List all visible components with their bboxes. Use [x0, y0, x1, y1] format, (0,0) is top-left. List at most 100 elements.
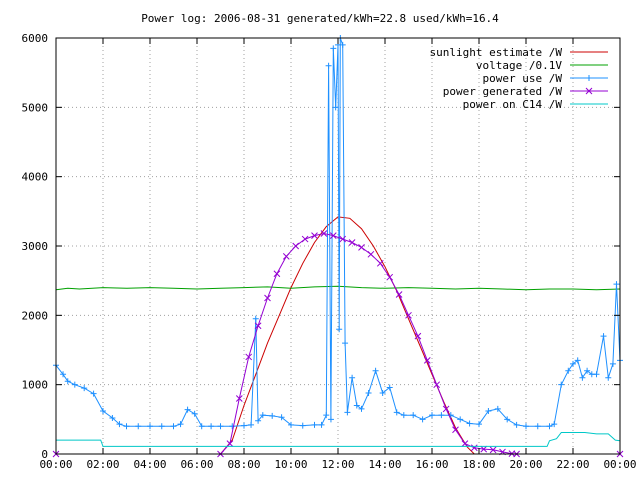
x-tick-label: 04:00	[133, 458, 166, 471]
legend-item: voltage /0.1V	[476, 59, 608, 72]
data-point	[278, 414, 285, 421]
series-layer	[52, 35, 624, 458]
data-point	[208, 423, 215, 430]
data-point	[358, 405, 365, 412]
data-point	[348, 239, 356, 246]
data-point	[292, 242, 300, 250]
legend-item: power use /W	[483, 72, 608, 85]
x-tick-label: 22:00	[556, 458, 589, 471]
x-tick-label: 08:00	[227, 458, 260, 471]
data-point	[81, 385, 88, 392]
legend-marker	[585, 87, 593, 95]
data-point	[336, 326, 343, 333]
data-point	[349, 374, 356, 381]
series-4	[52, 230, 624, 458]
data-point	[353, 402, 360, 409]
data-point	[184, 406, 191, 413]
x-tick-label: 20:00	[509, 458, 542, 471]
data-point	[504, 416, 511, 423]
data-point	[288, 421, 294, 428]
data-point	[252, 315, 259, 322]
data-point	[191, 410, 198, 417]
data-point	[60, 371, 67, 378]
data-point	[372, 367, 379, 374]
data-point	[584, 367, 591, 374]
x-tick-label: 10:00	[274, 458, 307, 471]
data-point	[135, 423, 142, 430]
data-point	[386, 384, 393, 391]
data-point	[386, 273, 394, 281]
data-point	[254, 322, 262, 330]
data-point	[318, 421, 325, 428]
data-point	[480, 445, 488, 453]
y-tick-label: 3000	[22, 240, 49, 253]
data-point	[379, 389, 386, 396]
data-point	[330, 45, 337, 52]
data-point	[147, 423, 153, 430]
data-point	[123, 423, 130, 430]
data-point	[393, 409, 400, 416]
data-point	[367, 250, 375, 258]
data-point	[259, 412, 266, 419]
data-point	[470, 444, 478, 452]
data-point	[339, 235, 347, 243]
series-line	[55, 285, 621, 291]
data-point	[489, 446, 497, 454]
data-point	[395, 291, 403, 298]
data-point	[301, 235, 309, 243]
data-point	[255, 417, 262, 424]
x-tick-label: 02:00	[86, 458, 119, 471]
data-point	[273, 270, 281, 278]
data-point	[613, 281, 620, 288]
data-point	[433, 381, 441, 389]
data-point	[546, 423, 553, 430]
data-point	[405, 311, 412, 319]
data-point	[198, 423, 205, 430]
data-point	[570, 360, 576, 367]
data-point	[376, 259, 384, 267]
legend-item: power on C14 /W	[463, 98, 608, 111]
data-point	[217, 423, 224, 430]
data-point	[342, 340, 349, 347]
data-point	[410, 412, 417, 419]
data-point	[64, 378, 71, 385]
data-point	[248, 421, 255, 428]
series-2	[55, 285, 621, 291]
y-tick-label: 4000	[22, 171, 49, 184]
data-point	[327, 416, 334, 423]
data-point	[116, 421, 123, 428]
data-point	[365, 389, 372, 396]
x-tick-label: 06:00	[180, 458, 213, 471]
data-point	[485, 408, 492, 415]
data-point	[100, 408, 106, 415]
x-tick-label: 12:00	[321, 458, 354, 471]
legend-label: sunlight estimate /W	[430, 46, 563, 59]
data-point	[579, 374, 586, 381]
data-point	[565, 367, 572, 374]
x-tick-label: 18:00	[462, 458, 495, 471]
data-point	[323, 412, 330, 419]
legend-label: power on C14 /W	[463, 98, 563, 111]
legend-label: power use /W	[483, 72, 563, 85]
series-line	[56, 432, 621, 447]
data-point	[332, 104, 339, 111]
grid	[56, 38, 620, 454]
data-point	[476, 421, 482, 428]
data-point	[414, 332, 422, 340]
data-point	[513, 421, 520, 428]
data-point	[170, 423, 177, 430]
data-point	[457, 416, 464, 423]
data-point	[442, 405, 450, 413]
x-tick-label: 00:00	[603, 458, 636, 471]
data-point	[158, 423, 165, 430]
series-5	[56, 432, 621, 447]
data-point	[534, 423, 541, 430]
axes: 00:00 02:00 04:00 06:00 08:00 10:00 12:00 14:00…	[22, 32, 637, 471]
data-point	[229, 423, 236, 430]
data-point	[438, 412, 445, 419]
data-point	[311, 232, 318, 239]
data-point	[269, 412, 276, 419]
legend-item: power generated /W	[443, 85, 608, 98]
